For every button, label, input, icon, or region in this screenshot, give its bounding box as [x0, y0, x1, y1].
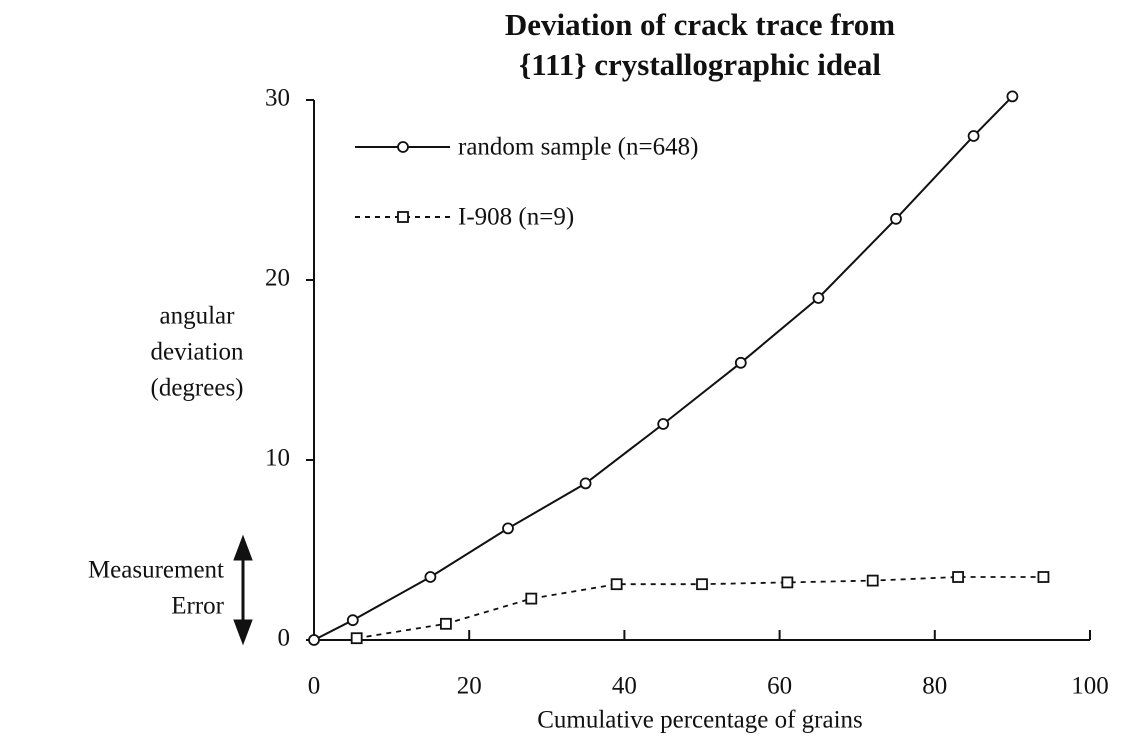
annotation: Measurement: [88, 557, 224, 584]
marker: [1006, 90, 1019, 103]
chart-title: Deviation of crack trace from: [505, 7, 895, 42]
marker: [350, 632, 363, 645]
legend-label: I-908 (n=9): [458, 204, 574, 231]
marker: [696, 578, 708, 591]
x-tick-label: 40: [612, 673, 637, 700]
marker: [610, 578, 623, 591]
y-tick-label: 0: [278, 625, 291, 652]
series-line: [313, 95, 1014, 641]
marker: [734, 356, 747, 369]
marker: [1037, 571, 1050, 583]
annotation: Error: [171, 593, 224, 620]
marker: [657, 418, 670, 430]
y-tick-label: 20: [265, 265, 290, 292]
marker: [890, 212, 902, 225]
marker: [952, 571, 964, 583]
marker: [525, 592, 538, 605]
y-tick-label: 10: [265, 445, 290, 472]
error-arrow: [233, 534, 253, 646]
x-tick-label: 0: [308, 673, 321, 700]
chart-title: {111} crystallographic ideal: [519, 47, 881, 82]
marker: [781, 576, 794, 589]
marker: [424, 571, 437, 583]
x-tick-label: 80: [922, 673, 947, 700]
y-axis-label: angular: [160, 303, 236, 330]
marker: [579, 477, 592, 490]
marker: [440, 617, 452, 630]
x-tick-label: 100: [1071, 673, 1109, 700]
y-axis-label: (degrees): [151, 375, 244, 402]
x-tick-label: 60: [767, 673, 792, 700]
legend-label: random sample (n=648): [458, 134, 698, 161]
marker: [812, 292, 825, 304]
marker: [866, 574, 879, 587]
y-tick-label: 30: [265, 85, 290, 112]
legend-marker: [397, 211, 409, 223]
x-axis-label: Cumulative percentage of grains: [537, 707, 863, 734]
legend-marker: [397, 141, 409, 153]
x-tick-label: 20: [457, 673, 482, 700]
marker: [502, 522, 514, 535]
marker: [967, 130, 980, 142]
marker: [308, 634, 320, 646]
y-axis-label: deviation: [150, 339, 244, 366]
marker: [346, 614, 359, 627]
